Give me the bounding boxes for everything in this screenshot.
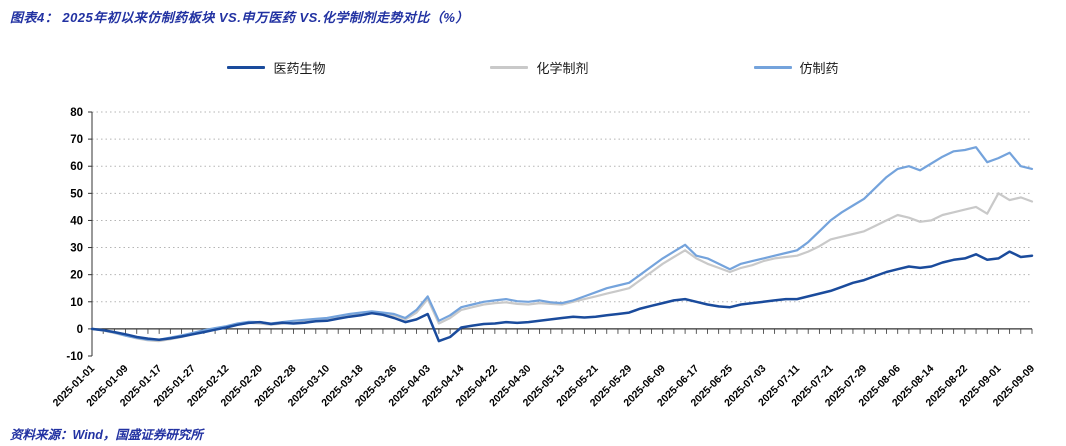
y-tick-label: 50 — [70, 188, 83, 200]
series-line-医药生物 — [90, 250, 1034, 343]
y-tick-label: 10 — [70, 297, 83, 309]
legend-item-chemical: 化学制剂 — [490, 58, 589, 77]
source-note: 资料来源：Wind，国盛证券研究所 — [10, 428, 203, 442]
legend-item-pharma-bio: 医药生物 — [227, 58, 325, 77]
y-tick-label: 80 — [70, 107, 83, 119]
y-axis-labels: 80 70 60 50 40 30 20 10 0 -10 — [66, 107, 83, 363]
legend-swatch-generic-drug — [753, 65, 792, 70]
series-line-仿制药 — [90, 146, 1034, 341]
legend-item-generic-drug: 仿制药 — [753, 58, 839, 77]
x-axis-labels: 2025-01-012025-01-092025-01-172025-01-27… — [51, 363, 1038, 410]
legend-swatch-chemical — [490, 65, 529, 70]
gridlines — [92, 111, 1032, 303]
y-tick-label: 60 — [70, 161, 83, 173]
y-tick-label: 40 — [70, 215, 83, 227]
legend: 医药生物 化学制剂 仿制药 — [0, 58, 1066, 77]
legend-swatch-pharma-bio — [227, 65, 266, 70]
chart-title: 图表4： 2025年初以来仿制药板块 VS.申万医药 VS.化学制剂走势对比（%… — [10, 10, 469, 25]
y-tick-label: 0 — [77, 324, 83, 336]
y-tick-label: 70 — [70, 134, 83, 146]
legend-label-chemical: 化学制剂 — [536, 61, 589, 76]
legend-label-pharma-bio: 医药生物 — [273, 61, 326, 76]
legend-label-generic-drug: 仿制药 — [799, 61, 839, 76]
axes — [88, 111, 1033, 357]
y-tick-label: 30 — [70, 243, 83, 255]
y-tick-label: 20 — [70, 270, 83, 282]
y-tick-label: -10 — [66, 351, 83, 363]
